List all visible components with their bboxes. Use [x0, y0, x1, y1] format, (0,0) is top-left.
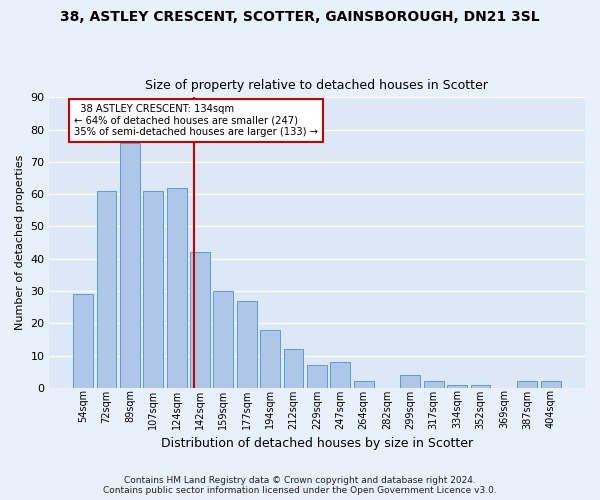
Bar — [143, 191, 163, 388]
Bar — [517, 382, 537, 388]
Text: 38, ASTLEY CRESCENT, SCOTTER, GAINSBOROUGH, DN21 3SL: 38, ASTLEY CRESCENT, SCOTTER, GAINSBOROU… — [60, 10, 540, 24]
X-axis label: Distribution of detached houses by size in Scotter: Distribution of detached houses by size … — [161, 437, 473, 450]
Bar — [260, 330, 280, 388]
Bar — [120, 142, 140, 388]
Bar — [97, 191, 116, 388]
Bar — [284, 349, 304, 388]
Bar — [214, 291, 233, 388]
Bar — [400, 375, 421, 388]
Bar — [167, 188, 187, 388]
Bar — [354, 382, 374, 388]
Bar — [447, 384, 467, 388]
Bar — [307, 366, 327, 388]
Bar — [237, 300, 257, 388]
Title: Size of property relative to detached houses in Scotter: Size of property relative to detached ho… — [145, 79, 488, 92]
Bar — [73, 294, 93, 388]
Bar — [424, 382, 444, 388]
Y-axis label: Number of detached properties: Number of detached properties — [15, 155, 25, 330]
Text: Contains HM Land Registry data © Crown copyright and database right 2024.
Contai: Contains HM Land Registry data © Crown c… — [103, 476, 497, 495]
Bar — [541, 382, 560, 388]
Text: 38 ASTLEY CRESCENT: 134sqm
← 64% of detached houses are smaller (247)
35% of sem: 38 ASTLEY CRESCENT: 134sqm ← 64% of deta… — [74, 104, 318, 137]
Bar — [331, 362, 350, 388]
Bar — [190, 252, 210, 388]
Bar — [470, 384, 490, 388]
